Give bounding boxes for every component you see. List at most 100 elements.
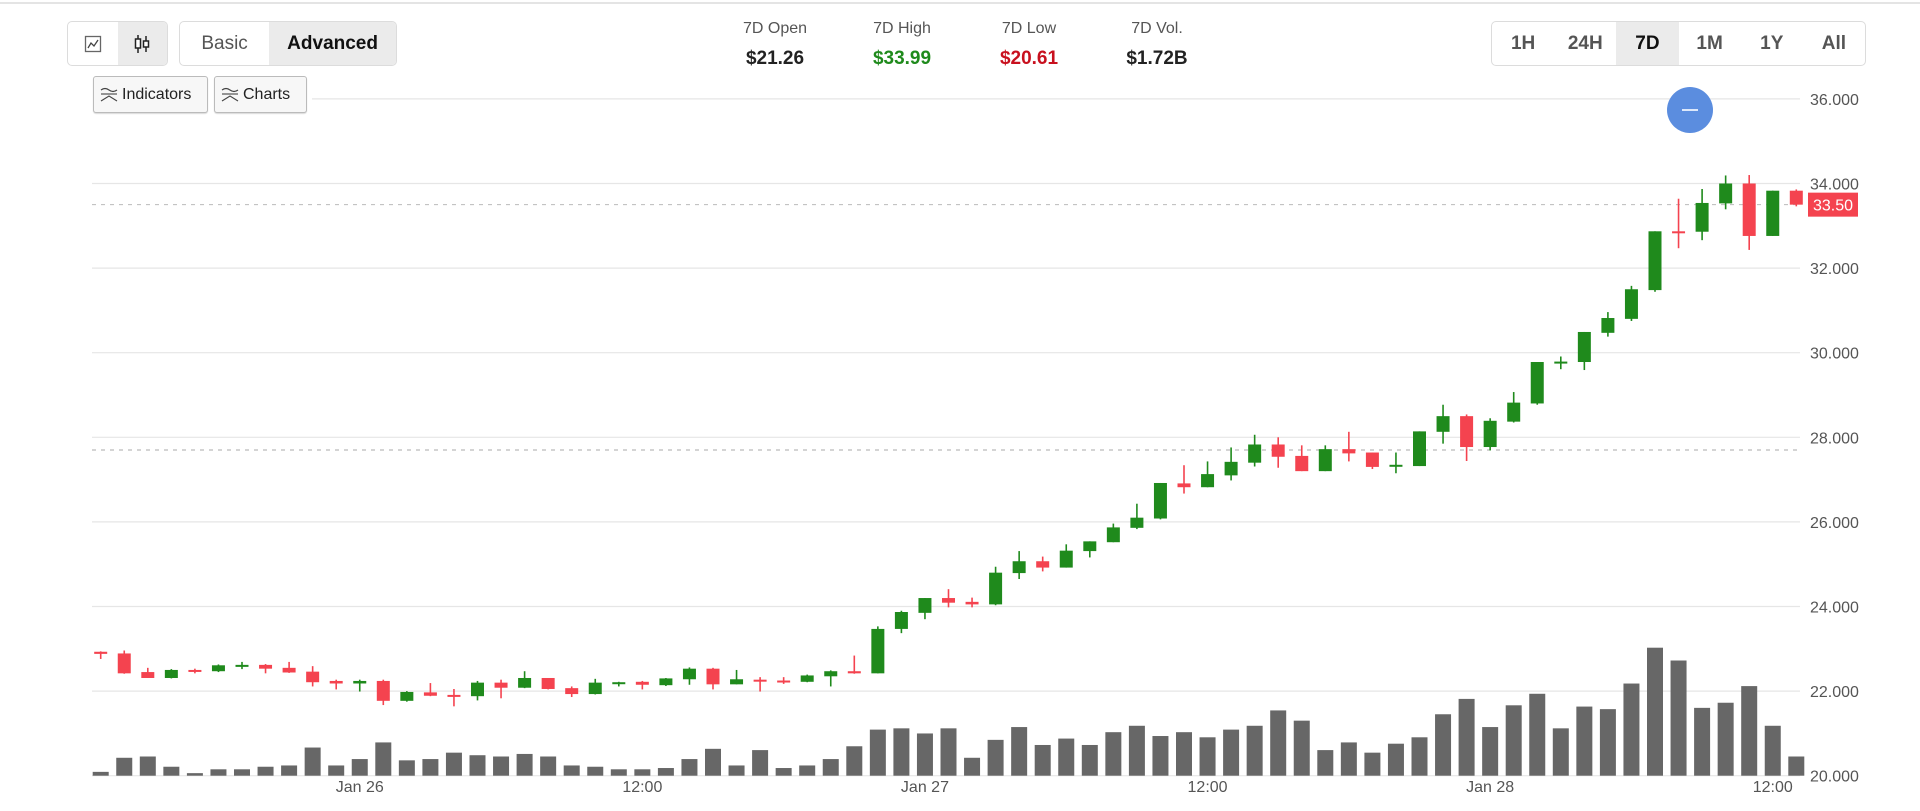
candle-down: [1460, 416, 1474, 448]
volume-bar: [92, 771, 109, 776]
volume-bar: [822, 759, 839, 776]
mode-toggle: Basic Advanced: [179, 21, 397, 66]
candle-down: [494, 682, 508, 688]
volume-bar: [1505, 705, 1522, 776]
volume-bar: [1317, 750, 1334, 776]
stat-label: 7D High: [873, 20, 931, 37]
volume-bar: [1176, 732, 1192, 776]
volume-bar: [705, 748, 721, 776]
y-tick-label: 32.000: [1810, 261, 1859, 278]
volume-bar: [1599, 709, 1616, 776]
stat-value: $33.99: [872, 48, 932, 69]
candle-up: [1695, 202, 1709, 232]
x-tick-label: Jan 28: [1466, 779, 1514, 796]
candle-down: [777, 680, 791, 683]
timeframe-24h[interactable]: 24H: [1567, 32, 1603, 54]
volume-bar: [634, 769, 651, 776]
volume-bar: [1011, 727, 1028, 776]
volume-bar: [728, 765, 745, 776]
y-tick-label: 22.000: [1810, 684, 1859, 701]
timeframe-1m[interactable]: 1M: [1696, 32, 1723, 54]
volume-bar: [351, 759, 368, 776]
candle-up: [1554, 361, 1568, 364]
line-chart-button[interactable]: [68, 22, 118, 65]
volume-bar: [139, 756, 156, 776]
volume-bar: [328, 765, 345, 776]
volume-bar: [1152, 736, 1169, 776]
volume-bar: [257, 766, 274, 776]
volume-bar: [1081, 744, 1098, 776]
volume-bar: [1647, 647, 1663, 776]
volume-bar: [1788, 756, 1805, 776]
volume-bar: [1411, 737, 1428, 776]
stat-7d-high: 7D High $33.99: [842, 20, 962, 70]
volume-bar: [893, 728, 910, 776]
stat-7d-open: 7D Open $21.26: [715, 20, 835, 70]
timeframe-1y[interactable]: 1Y: [1760, 32, 1784, 54]
volume-bar: [1717, 702, 1734, 776]
candle-up: [1624, 289, 1638, 319]
y-tick-label: 26.000: [1810, 515, 1859, 532]
indicators-button[interactable]: Indicators: [93, 76, 208, 113]
candle-down: [188, 669, 202, 672]
candle-up: [353, 680, 367, 684]
candlestick-chart-button[interactable]: [117, 22, 167, 65]
candle-down: [847, 671, 861, 674]
timeframe-all[interactable]: All: [1821, 32, 1847, 54]
stat-label: 7D Low: [1001, 20, 1057, 37]
x-tick-label: Jan 27: [901, 779, 949, 796]
volume-bar: [398, 760, 415, 776]
basic-mode-button[interactable]: Basic: [201, 32, 248, 54]
indicators-label: Indicators: [122, 85, 192, 103]
candle-up: [1318, 449, 1332, 472]
volume-bar: [1623, 683, 1640, 776]
volume-bar: [1270, 710, 1287, 776]
chart-type-toggle: [67, 21, 168, 66]
candle-down: [1271, 444, 1285, 457]
stat-value: $1.72B: [1126, 48, 1188, 69]
candlestick-icon: [135, 34, 150, 53]
candle-up: [518, 677, 532, 688]
last-price-label: 33.50: [1813, 198, 1853, 215]
candle-up: [1201, 474, 1215, 488]
candle-down: [447, 694, 461, 697]
line-chart-icon: [84, 35, 101, 52]
candle-up: [1389, 464, 1403, 467]
volume-bar: [1340, 742, 1357, 776]
volume-bar: [869, 729, 886, 776]
charts-button[interactable]: Charts: [214, 76, 307, 113]
candle-down: [635, 681, 649, 685]
candle-down: [1789, 190, 1803, 205]
chart-scroll-handle[interactable]: [1667, 87, 1713, 133]
stat-label: 7D Open: [742, 20, 808, 37]
candle-up: [1153, 482, 1167, 519]
candle-up: [1483, 420, 1497, 448]
volume-bar: [1694, 707, 1711, 776]
volume-bar: [1458, 698, 1475, 776]
x-tick-label: 12:00: [1188, 779, 1228, 796]
candle-down: [306, 671, 320, 683]
volume-bar: [610, 769, 627, 776]
candle-down: [706, 668, 720, 685]
candle-down: [565, 688, 579, 695]
candle-up: [211, 665, 225, 672]
timeframe-selector: 1H 24H 7D 1M 1Y All: [1491, 21, 1866, 66]
candle-down: [1342, 449, 1356, 454]
candle-up: [659, 678, 673, 686]
candle-up: [1059, 550, 1073, 568]
timeframe-1h[interactable]: 1H: [1510, 32, 1536, 54]
volume-bar: [469, 755, 486, 776]
y-tick-label: 28.000: [1810, 430, 1859, 447]
candle-up: [1719, 183, 1733, 204]
candle-up: [612, 682, 626, 685]
advanced-mode-button[interactable]: Advanced: [269, 22, 396, 65]
candle-up: [588, 682, 602, 695]
volume-bar: [163, 766, 180, 776]
candle-down: [1036, 561, 1050, 568]
volume-bar: [445, 752, 462, 776]
timeframe-7d[interactable]: 7D: [1616, 22, 1679, 65]
candle-up: [682, 668, 696, 680]
candle-up: [871, 628, 885, 674]
volume-bar: [775, 768, 792, 776]
